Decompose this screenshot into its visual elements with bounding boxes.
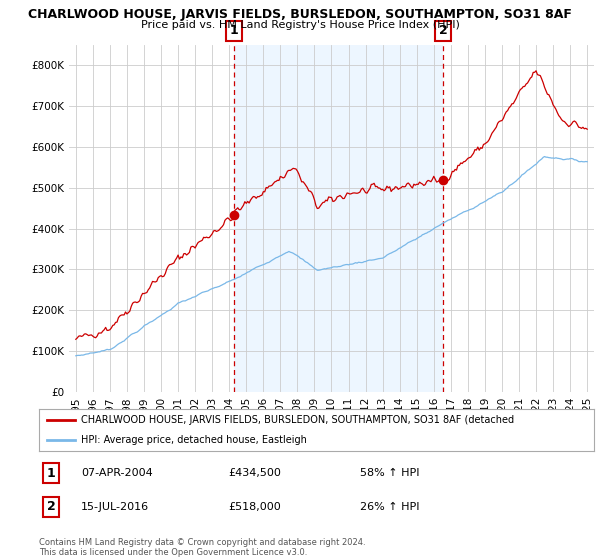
Text: £518,000: £518,000 <box>228 502 281 512</box>
Text: CHARLWOOD HOUSE, JARVIS FIELDS, BURSLEDON, SOUTHAMPTON, SO31 8AF: CHARLWOOD HOUSE, JARVIS FIELDS, BURSLEDO… <box>28 8 572 21</box>
Text: 2: 2 <box>47 500 55 514</box>
Text: CHARLWOOD HOUSE, JARVIS FIELDS, BURSLEDON, SOUTHAMPTON, SO31 8AF (detached: CHARLWOOD HOUSE, JARVIS FIELDS, BURSLEDO… <box>80 415 514 425</box>
Text: 2: 2 <box>439 24 448 38</box>
Text: £434,500: £434,500 <box>228 468 281 478</box>
Text: 07-APR-2004: 07-APR-2004 <box>81 468 153 478</box>
Bar <box>234 45 443 392</box>
Text: 15-JUL-2016: 15-JUL-2016 <box>81 502 149 512</box>
Text: 26% ↑ HPI: 26% ↑ HPI <box>360 502 419 512</box>
Text: Price paid vs. HM Land Registry's House Price Index (HPI): Price paid vs. HM Land Registry's House … <box>140 20 460 30</box>
Text: 58% ↑ HPI: 58% ↑ HPI <box>360 468 419 478</box>
Text: HPI: Average price, detached house, Eastleigh: HPI: Average price, detached house, East… <box>80 435 307 445</box>
Text: 1: 1 <box>229 24 238 38</box>
Text: Contains HM Land Registry data © Crown copyright and database right 2024.
This d: Contains HM Land Registry data © Crown c… <box>39 538 365 557</box>
Text: 1: 1 <box>47 466 55 480</box>
